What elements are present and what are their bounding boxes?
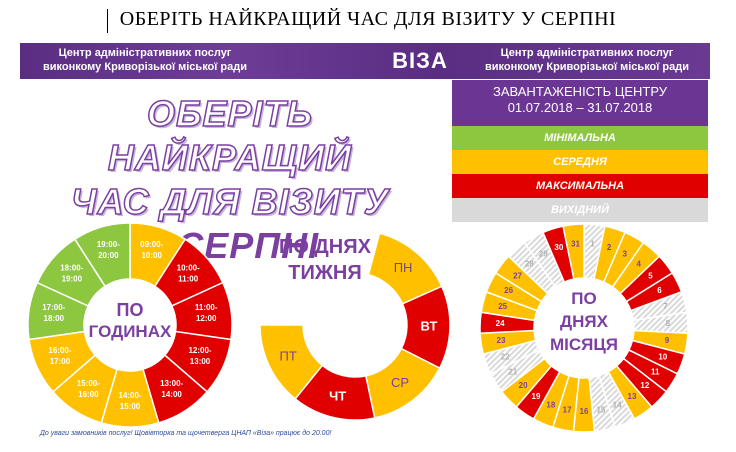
month-day-label: 30 <box>554 243 563 252</box>
hours-segment-label: 12:00- <box>188 346 211 355</box>
week-segment-label: ПТ <box>280 348 297 363</box>
hours-donut-chart: ПО ГОДИНАХ 09:00- 10:00 10:00- 11:00 11:00- 1… <box>27 222 233 428</box>
hours-segment-label: 12:00 <box>196 314 217 323</box>
hours-center-line1: ПО <box>117 300 144 320</box>
hours-segment-label: 10:00 <box>141 251 162 260</box>
month-day-label: 29 <box>539 250 548 259</box>
hours-segment-label: 19:00 <box>62 275 83 284</box>
hours-segment-label: 11:00 <box>178 275 199 284</box>
week-title-line1: ПО ДНЯХ <box>279 236 372 258</box>
hours-segment-label: 20:00 <box>98 251 119 260</box>
hours-segment-label: 18:00- <box>60 264 83 273</box>
month-donut-chart: ПО ДНЯХ МІСЯЦЯ 1 234567891011121314151617… <box>479 223 689 433</box>
hours-center-line2: ГОДИНАХ <box>89 322 172 341</box>
month-day-label: 3 <box>623 250 628 259</box>
week-segment-label: ВТ <box>421 318 438 333</box>
hours-segment-label: 15:00 <box>120 402 141 411</box>
banner-right-text: Центр адміністративних послуг виконкому … <box>472 46 702 74</box>
legend-header-line1: ЗАВАНТАЖЕНІСТЬ ЦЕНТРУ <box>493 84 667 99</box>
hours-segment-label: 17:00 <box>50 357 71 366</box>
viza-logo: ВІЗА <box>392 48 448 73</box>
document-title: ОБЕРІТЬ НАЙКРАЩИЙ ЧАС ДЛЯ ВІЗИТУ У СЕРПН… <box>119 8 617 30</box>
load-legend: ЗАВАНТАЖЕНІСТЬ ЦЕНТРУ 01.07.2018 – 31.07… <box>452 80 708 222</box>
month-center-line2: ДНЯХ <box>560 312 609 331</box>
week-segment-label: ПН <box>394 260 413 275</box>
month-day-label: 19 <box>532 392 541 401</box>
hours-segment-label: 14:00- <box>118 391 141 400</box>
text-cursor <box>107 9 108 33</box>
week-donut-chart: ПО ДНЯХ ТИЖНЯ ПН ВТ СР ЧТ ПТ <box>259 232 451 421</box>
hours-segment-label: 19:00- <box>97 240 120 249</box>
banner-right-line2: виконкому Криворізької міської ради <box>485 61 689 73</box>
month-day-label: 12 <box>640 381 649 390</box>
hours-segment-label: 10:00- <box>177 264 200 273</box>
month-day-label: 26 <box>504 286 513 295</box>
month-day-label: 21 <box>508 368 517 377</box>
banner-left-text: Центр адміністративних послуг виконкому … <box>30 46 260 74</box>
hours-segment-label: 14:00 <box>161 390 182 399</box>
hours-segment <box>73 222 131 288</box>
legend-item-off: ВИХІДНИЙ <box>452 198 708 222</box>
month-day-label: 5 <box>648 272 653 281</box>
banner-left-line2: виконкому Криворізької міської ради <box>43 61 247 73</box>
month-day-label: 7 <box>663 302 668 311</box>
hours-segment-label: 15:00- <box>77 379 100 388</box>
month-day-label: 17 <box>563 405 572 414</box>
hours-segment-label: 13:00 <box>190 357 211 366</box>
hours-segment-label: 17:00- <box>42 303 65 312</box>
month-day-label: 24 <box>496 319 505 328</box>
week-title-line2: ТИЖНЯ <box>288 262 362 284</box>
month-day-label: 31 <box>571 240 580 249</box>
month-day-label: 11 <box>651 368 660 377</box>
month-day-label: 13 <box>628 392 637 401</box>
hours-segment-label: 16:00- <box>48 346 71 355</box>
month-day-label: 1 <box>590 240 595 249</box>
month-day-label: 18 <box>546 400 555 409</box>
month-day-label: 23 <box>497 336 506 345</box>
legend-header: ЗАВАНТАЖЕНІСТЬ ЦЕНТРУ 01.07.2018 – 31.07… <box>452 80 708 126</box>
week-segment-label: СР <box>391 375 409 390</box>
month-day-label: 10 <box>658 352 667 361</box>
hours-segment-label: 11:00- <box>195 303 218 312</box>
month-day-label: 16 <box>580 407 589 416</box>
month-day-label: 2 <box>607 243 612 252</box>
legend-item-medium: СЕРЕДНЯ <box>452 150 708 174</box>
month-day-label: 14 <box>613 400 622 409</box>
hours-segment-label: 18:00 <box>44 314 65 323</box>
month-day-label: 8 <box>666 319 671 328</box>
hours-segment-label: 09:00- <box>140 240 163 249</box>
month-day-label: 15 <box>596 405 605 414</box>
month-day-label: 20 <box>519 381 528 390</box>
week-segment-label: ЧТ <box>329 388 346 403</box>
hours-segment-label: 16:00 <box>78 390 99 399</box>
month-day-label: 9 <box>665 336 670 345</box>
month-day-label: 4 <box>636 259 641 268</box>
banner-left-line1: Центр адміністративних послуг <box>58 47 232 59</box>
month-day-label: 25 <box>498 302 507 311</box>
month-center-line3: МІСЯЦЯ <box>550 335 618 354</box>
header-banner: Центр адміністративних послуг виконкому … <box>20 43 710 79</box>
month-day-label: 6 <box>657 286 662 295</box>
legend-item-max: МАКСИМАЛЬНА <box>452 174 708 198</box>
month-day-label: 22 <box>501 352 510 361</box>
legend-item-min: МІНІМАЛЬНА <box>452 126 708 150</box>
month-day-label: 28 <box>525 259 534 268</box>
main-title-line2: ЧАС ДЛЯ ВІЗИТУ <box>70 180 390 223</box>
month-center-line1: ПО <box>571 289 596 308</box>
month-day-label: 27 <box>513 272 522 281</box>
footnote: До уваги замовників послуг! Щовівторка т… <box>40 430 332 437</box>
banner-right-line1: Центр адміністративних послуг <box>500 47 674 59</box>
week-segment <box>259 324 324 400</box>
main-title-line1: ОБЕРІТЬ НАЙКРАЩИЙ <box>107 92 353 179</box>
legend-header-line2: 01.07.2018 – 31.07.2018 <box>507 100 653 115</box>
hours-segment-label: 13:00- <box>160 379 183 388</box>
